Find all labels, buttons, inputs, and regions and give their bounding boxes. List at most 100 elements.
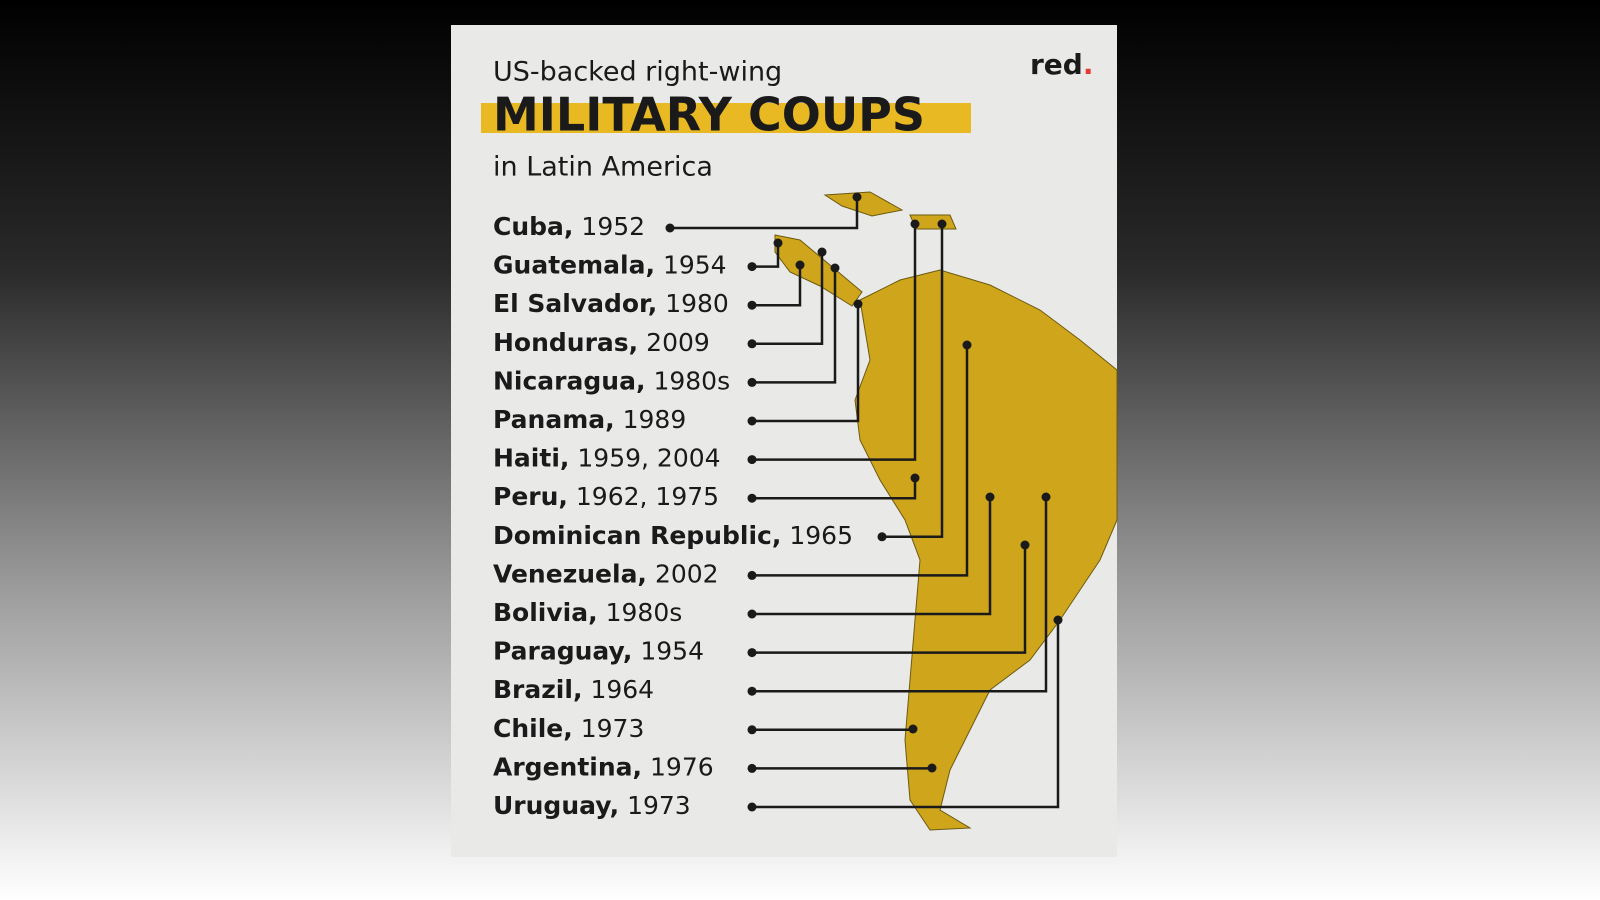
leader-line <box>752 478 917 500</box>
entry: Panama, 1989 <box>493 405 686 434</box>
map-dot <box>985 492 995 502</box>
leader-dot <box>665 223 675 233</box>
map-dot <box>795 260 805 270</box>
leader-line <box>752 224 917 461</box>
map-dot <box>817 247 827 257</box>
years: 1962, 1975 <box>576 482 719 511</box>
leader-line <box>752 545 1027 654</box>
entry: Venezuela, 2002 <box>493 559 719 588</box>
years: 1952 <box>581 212 645 241</box>
country: Argentina, <box>493 752 642 781</box>
entry: Chile, 1973 <box>493 714 644 743</box>
country: Paraguay, <box>493 637 632 666</box>
years: 1973 <box>627 791 691 820</box>
entry: Guatemala, 1954 <box>493 251 727 280</box>
years: 1954 <box>640 637 704 666</box>
leader-dot <box>747 570 757 580</box>
map-dot <box>1041 492 1051 502</box>
leader-dot <box>877 532 887 542</box>
map-dot <box>937 219 947 229</box>
leader-line <box>752 620 1060 809</box>
years: 1980s <box>606 598 683 627</box>
central-america <box>774 234 863 307</box>
leader-line <box>752 265 802 307</box>
leader-line <box>752 268 837 384</box>
map-dot <box>908 724 918 734</box>
leader-dot <box>747 262 757 272</box>
country: Guatemala, <box>493 251 655 280</box>
leader-dot <box>747 455 757 465</box>
leader-line <box>752 252 824 346</box>
country: Uruguay, <box>493 791 619 820</box>
leader-dot <box>747 725 757 735</box>
leader-dot <box>747 300 757 310</box>
years: 1976 <box>650 752 714 781</box>
country: Haiti, <box>493 444 569 473</box>
map-dot <box>830 263 840 273</box>
map-dot <box>910 473 920 483</box>
leader-dot <box>747 802 757 812</box>
country: Dominican Republic, <box>493 521 781 550</box>
leader-dot <box>747 763 757 773</box>
years: 1989 <box>623 405 687 434</box>
entry: El Salvador, 1980 <box>493 289 729 318</box>
country: Brazil, <box>493 675 582 704</box>
years: 1965 <box>789 521 853 550</box>
country: El Salvador, <box>493 289 657 318</box>
cuba-shape <box>823 191 904 217</box>
leader-dot <box>747 648 757 658</box>
map-dot <box>773 238 783 248</box>
leader-dot <box>747 686 757 696</box>
entry: Dominican Republic, 1965 <box>493 521 853 550</box>
entry: Haiti, 1959, 2004 <box>493 444 721 473</box>
entry: Cuba, 1952 <box>493 212 645 241</box>
map-dot <box>927 763 937 773</box>
entry: Paraguay, 1954 <box>493 637 704 666</box>
entry: Argentina, 1976 <box>493 752 714 781</box>
leader-dot <box>747 416 757 426</box>
entry: Bolivia, 1980s <box>493 598 682 627</box>
map-dot <box>910 219 920 229</box>
entry: Honduras, 2009 <box>493 328 710 357</box>
country: Nicaragua, <box>493 366 645 395</box>
years: 1973 <box>581 714 645 743</box>
brand-dot: . <box>1083 48 1094 81</box>
brand: red. <box>1030 48 1093 81</box>
map-dot <box>1053 615 1063 625</box>
leader-line <box>882 224 944 539</box>
years: 1964 <box>590 675 654 704</box>
subtitle: in Latin America <box>493 152 713 183</box>
country: Peru, <box>493 482 568 511</box>
country: Cuba, <box>493 212 573 241</box>
entry: Nicaragua, 1980s <box>493 366 730 395</box>
entry: Brazil, 1964 <box>493 675 654 704</box>
country: Panama, <box>493 405 615 434</box>
years: 1959, 2004 <box>577 444 720 473</box>
title: MILITARY COUPS <box>493 88 925 142</box>
brand-name: red <box>1030 48 1083 81</box>
leader-line <box>752 728 915 732</box>
leader-dot <box>747 609 757 619</box>
country: Honduras, <box>493 328 638 357</box>
leader-line <box>752 497 1048 693</box>
years: 1980 <box>665 289 729 318</box>
leader-dot <box>747 339 757 349</box>
leader-line <box>752 304 860 423</box>
map-dot <box>962 340 972 350</box>
years: 1954 <box>663 251 727 280</box>
entry: Uruguay, 1973 <box>493 791 691 820</box>
years: 2009 <box>646 328 710 357</box>
leader-line <box>752 497 992 616</box>
map-dot <box>1020 540 1030 550</box>
map-dot <box>853 299 863 309</box>
country: Bolivia, <box>493 598 598 627</box>
years: 2002 <box>655 559 719 588</box>
leader-line <box>752 345 969 577</box>
leader-dot <box>747 493 757 503</box>
entry: Peru, 1962, 1975 <box>493 482 719 511</box>
map-dot <box>852 192 862 202</box>
years: 1980s <box>653 366 730 395</box>
